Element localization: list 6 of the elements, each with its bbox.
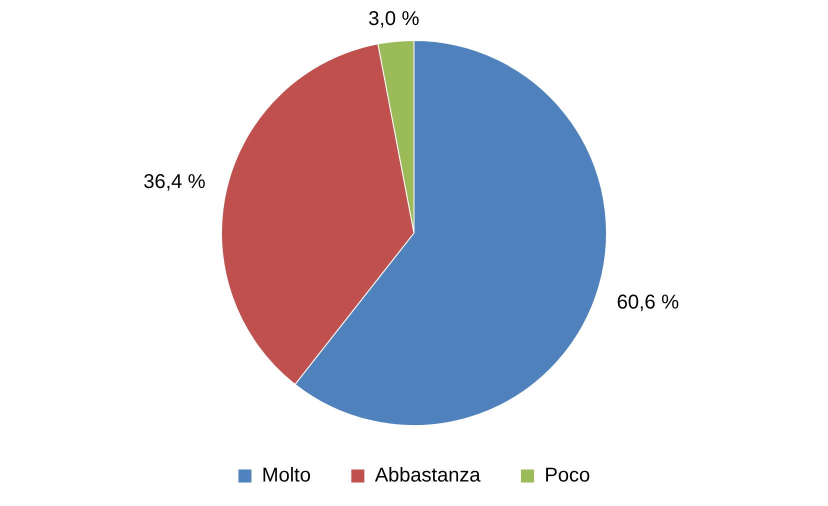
data-label: 36,4 % [143,170,206,193]
legend-label: Molto [262,464,311,487]
data-label: 3,0 % [368,8,420,30]
legend-label: Abbastanza [374,464,482,487]
data-label: 60,6 % [616,292,680,314]
legend-label: Poco [544,464,590,487]
